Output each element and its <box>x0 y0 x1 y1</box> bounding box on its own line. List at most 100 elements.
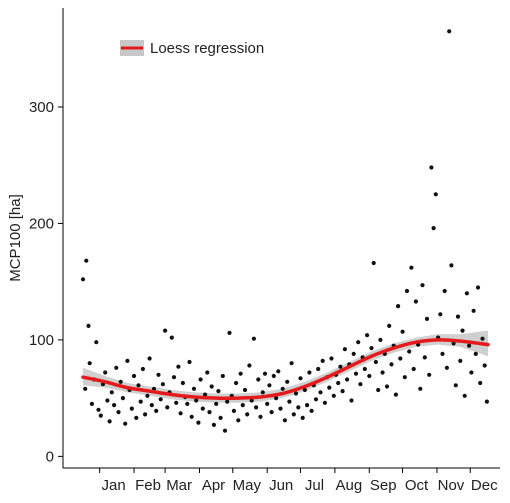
data-point <box>131 373 137 379</box>
data-point <box>225 399 230 404</box>
loess-line-layer <box>81 338 490 400</box>
data-point <box>471 308 476 313</box>
data-point <box>214 401 219 406</box>
data-point <box>482 363 487 368</box>
data-point <box>158 397 163 402</box>
data-point <box>302 387 307 393</box>
data-point <box>351 351 356 356</box>
data-point <box>413 299 418 304</box>
data-point <box>242 387 248 393</box>
data-point <box>280 386 285 391</box>
data-point <box>118 379 123 384</box>
data-point <box>473 351 478 356</box>
data-point <box>258 414 263 419</box>
data-point <box>438 312 443 317</box>
data-point <box>411 366 416 372</box>
data-point <box>269 410 274 415</box>
data-point <box>400 329 405 334</box>
data-point <box>300 415 305 420</box>
data-point <box>80 277 86 282</box>
data-point <box>180 380 185 386</box>
data-point <box>84 258 89 263</box>
data-point <box>367 373 372 379</box>
data-point <box>469 370 474 375</box>
data-point <box>460 328 465 333</box>
data-point <box>396 304 401 309</box>
data-point <box>87 361 92 366</box>
x-tick-label: Jul <box>305 477 324 494</box>
data-point <box>120 396 125 401</box>
data-point <box>140 366 145 372</box>
y-axis-label: MCP100 [ha] <box>7 194 24 282</box>
data-point <box>442 288 447 294</box>
data-point <box>89 401 94 406</box>
data-point <box>147 356 152 361</box>
x-tick-label: Apr <box>202 477 225 494</box>
data-point <box>151 386 157 391</box>
data-point <box>107 419 112 424</box>
data-point <box>247 363 252 368</box>
data-point <box>260 390 265 395</box>
data-point <box>336 380 341 386</box>
data-point <box>240 403 245 408</box>
data-point <box>196 420 201 425</box>
data-point <box>86 323 91 328</box>
data-point <box>444 365 449 370</box>
data-point <box>187 359 192 365</box>
x-tick-label: Mar <box>166 477 192 494</box>
data-point <box>338 364 343 369</box>
data-point <box>449 263 454 268</box>
data-point <box>282 418 287 423</box>
data-point <box>203 392 208 397</box>
data-point <box>349 398 354 403</box>
data-point <box>136 383 141 388</box>
data-point <box>409 265 414 270</box>
data-point <box>404 288 410 294</box>
data-point <box>447 29 452 34</box>
data-point <box>393 392 398 397</box>
data-point <box>356 340 361 345</box>
data-point <box>143 412 148 417</box>
y-tick-label: 0 <box>46 448 54 465</box>
data-point <box>331 393 336 398</box>
data-point <box>365 333 370 338</box>
data-point <box>455 314 461 319</box>
data-point <box>453 383 458 388</box>
data-point <box>398 356 403 361</box>
data-point <box>313 397 319 402</box>
data-point <box>198 377 203 382</box>
data-point <box>387 323 392 328</box>
data-point <box>254 405 259 410</box>
data-point <box>154 408 159 413</box>
scatter-points-layer <box>80 29 489 433</box>
data-point <box>271 373 276 379</box>
x-tick-label: Jan <box>102 477 126 494</box>
data-point <box>231 408 236 413</box>
data-point <box>149 403 154 408</box>
legend: Loess regression <box>120 40 264 57</box>
data-point <box>378 337 383 342</box>
data-point <box>256 377 261 382</box>
data-point <box>123 421 128 426</box>
data-point <box>345 377 350 382</box>
data-point <box>163 328 168 333</box>
data-point <box>420 283 425 288</box>
data-point <box>265 401 270 406</box>
data-point <box>238 371 243 376</box>
data-point <box>109 390 114 395</box>
data-point <box>276 369 281 374</box>
data-point <box>433 192 438 197</box>
x-tick-label: May <box>233 477 262 494</box>
data-point <box>105 398 110 403</box>
data-point <box>216 389 221 394</box>
data-point <box>207 410 212 415</box>
data-point <box>129 406 134 411</box>
data-point <box>285 379 290 384</box>
data-point <box>464 291 469 296</box>
x-tick-label: Aug <box>336 477 363 494</box>
data-point <box>389 362 394 367</box>
data-point <box>218 415 223 420</box>
data-point <box>189 414 194 419</box>
data-point <box>418 386 423 391</box>
data-point <box>178 411 183 416</box>
